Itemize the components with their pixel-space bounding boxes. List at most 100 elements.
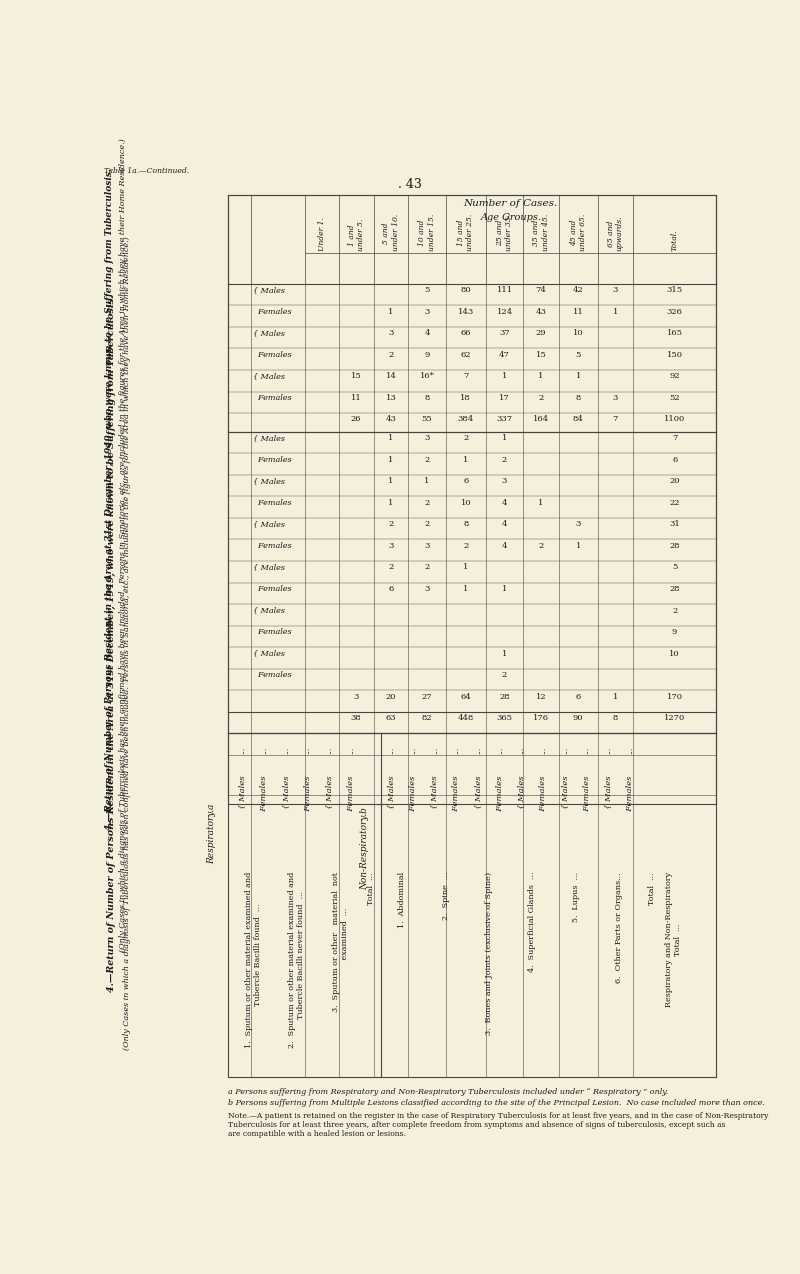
Text: 124: 124: [497, 308, 513, 316]
Text: ...: ...: [605, 748, 613, 754]
Text: 13: 13: [386, 394, 396, 403]
Text: 3: 3: [502, 478, 507, 485]
Text: 5: 5: [575, 350, 581, 359]
Text: ...: ...: [453, 748, 461, 754]
Text: { Males: { Males: [605, 776, 613, 809]
Text: { Males: { Males: [518, 776, 526, 809]
Text: 7: 7: [672, 434, 678, 442]
Text: Non-Respiratory.b: Non-Respiratory.b: [360, 808, 369, 891]
Text: 5: 5: [672, 563, 678, 572]
Text: Under 1.: Under 1.: [318, 218, 326, 251]
Text: { Males: { Males: [561, 776, 569, 809]
Text: 8: 8: [463, 520, 469, 529]
Text: 64: 64: [461, 693, 471, 701]
Text: { Males: { Males: [254, 478, 286, 485]
Text: 3: 3: [424, 541, 430, 550]
Text: 2: 2: [502, 671, 507, 679]
Text: ...: ...: [238, 748, 246, 754]
Text: 1: 1: [538, 498, 544, 507]
Text: Total  ...: Total ...: [648, 873, 656, 905]
Text: 1: 1: [538, 372, 544, 381]
Text: 20: 20: [386, 693, 396, 701]
Text: 3: 3: [613, 287, 618, 294]
Text: 74: 74: [535, 287, 546, 294]
Text: 448: 448: [458, 715, 474, 722]
Text: 2: 2: [388, 350, 394, 359]
Text: 3: 3: [388, 541, 394, 550]
Text: 1: 1: [575, 372, 581, 381]
Text: 2: 2: [672, 606, 678, 614]
Text: Females: Females: [539, 776, 547, 817]
Text: 7: 7: [613, 414, 618, 423]
Text: Table 1a.—Continued.: Table 1a.—Continued.: [104, 167, 189, 175]
Text: 365: 365: [497, 715, 513, 722]
Text: Age Groups.: Age Groups.: [480, 213, 542, 222]
Text: { Males: { Males: [254, 650, 286, 657]
Text: { Males: { Males: [282, 776, 290, 809]
Text: 315: 315: [666, 287, 682, 294]
Text: 35 and
under 45.: 35 and under 45.: [532, 214, 550, 251]
Text: 1: 1: [388, 498, 394, 507]
Text: Females: Females: [254, 585, 292, 592]
Text: 2: 2: [425, 456, 430, 464]
Text: 2: 2: [425, 498, 430, 507]
Text: 9: 9: [672, 628, 678, 636]
Text: ...: ...: [260, 748, 268, 754]
Text: Respiratory and Non-Respiratory
Total  ...: Respiratory and Non-Respiratory Total ..…: [665, 873, 682, 1008]
Text: 384: 384: [458, 414, 474, 423]
Text: Females: Females: [254, 628, 292, 636]
Text: 1: 1: [463, 563, 469, 572]
Text: 1: 1: [388, 308, 394, 316]
Text: 2: 2: [463, 541, 469, 550]
Text: 28: 28: [670, 541, 680, 550]
Text: Females: Females: [347, 776, 355, 817]
Text: 14: 14: [386, 372, 397, 381]
Text: 1: 1: [502, 372, 507, 381]
Text: ...: ...: [430, 748, 438, 754]
Text: 326: 326: [666, 308, 682, 316]
Text: 1 and
under 5.: 1 and under 5.: [347, 219, 365, 251]
Text: 2.  Spine  ...: 2. Spine ...: [442, 873, 450, 920]
Text: 12: 12: [536, 693, 546, 701]
Text: 15: 15: [536, 350, 546, 359]
Text: 1: 1: [575, 541, 581, 550]
Text: 10 and
under 15.: 10 and under 15.: [418, 214, 436, 251]
Text: 28: 28: [670, 585, 680, 592]
Text: { Males: { Males: [254, 606, 286, 614]
Text: 337: 337: [497, 414, 513, 423]
Text: Total  ...: Total ...: [367, 873, 375, 905]
Text: 10: 10: [461, 498, 471, 507]
Text: 4: 4: [502, 498, 507, 507]
Text: 42: 42: [573, 287, 583, 294]
Text: 1270: 1270: [664, 715, 686, 722]
Text: { Males: { Males: [254, 287, 286, 294]
Text: 65 and
upwards.: 65 and upwards.: [606, 215, 624, 251]
Text: 37: 37: [499, 330, 510, 338]
Text: Females: Females: [254, 308, 292, 316]
Text: 11: 11: [350, 394, 362, 403]
Text: 3: 3: [424, 434, 430, 442]
Text: ...: ...: [582, 748, 590, 754]
Text: 31: 31: [670, 520, 680, 529]
Text: 84: 84: [573, 414, 584, 423]
Text: 1: 1: [502, 650, 507, 657]
Text: b Persons suffering from Multiple Lesions classified according to the site of th: b Persons suffering from Multiple Lesion…: [228, 1099, 765, 1107]
Text: { Males: { Males: [254, 563, 286, 572]
Text: 47: 47: [499, 350, 510, 359]
Text: a Persons suffering from Respiratory and Non-Respiratory Tuberculosis included u: a Persons suffering from Respiratory and…: [228, 1088, 668, 1097]
Text: 45 and
under 65.: 45 and under 65.: [570, 214, 586, 251]
Text: 3.  Sputum or other   material  not
       examined  ...: 3. Sputum or other material not examined…: [332, 873, 349, 1012]
Text: 3: 3: [424, 585, 430, 592]
Text: 17: 17: [499, 394, 510, 403]
Text: ...: ...: [326, 748, 334, 754]
Text: { Males: { Males: [326, 776, 334, 809]
Text: ...: ...: [409, 748, 417, 754]
Text: 6: 6: [575, 693, 581, 701]
Text: 143: 143: [458, 308, 474, 316]
Text: Females: Females: [254, 350, 292, 359]
Text: ...: ...: [561, 748, 569, 754]
Text: 43: 43: [386, 414, 397, 423]
Text: { Males: { Males: [238, 776, 246, 809]
Text: { Males: { Males: [254, 434, 286, 442]
Text: Number of Cases.: Number of Cases.: [464, 199, 558, 208]
